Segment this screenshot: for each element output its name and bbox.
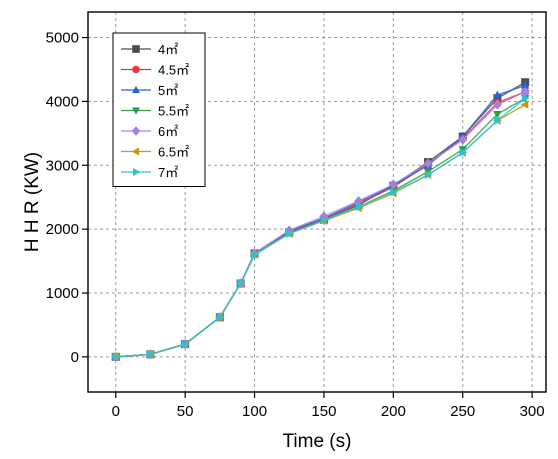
data-point bbox=[458, 146, 467, 154]
legend-marker bbox=[132, 65, 140, 74]
x-axis-title: Time (s) bbox=[283, 431, 352, 452]
legend: 4㎡ 4.5㎡ 5㎡ 5.5㎡ 6㎡ 6.5㎡ 7㎡ bbox=[112, 32, 206, 187]
y-tick-label: 0 bbox=[71, 349, 79, 366]
data-point bbox=[493, 90, 502, 99]
data-point bbox=[458, 134, 468, 145]
legend-marker bbox=[132, 45, 140, 53]
x-tick-label: 150 bbox=[311, 403, 336, 420]
data-point bbox=[251, 250, 259, 259]
x-tick-label: 200 bbox=[381, 403, 406, 420]
x-tick-label: 300 bbox=[520, 403, 545, 420]
y-tick-label: 1000 bbox=[46, 285, 79, 302]
legend-marker bbox=[132, 168, 141, 176]
data-point bbox=[388, 179, 398, 190]
data-point bbox=[424, 170, 433, 180]
legend-marker bbox=[132, 107, 140, 115]
data-point bbox=[284, 225, 294, 236]
data-point bbox=[520, 86, 530, 97]
y-tick-label: 4000 bbox=[46, 93, 79, 110]
plot-frame bbox=[87, 11, 547, 393]
y-tick-label: 3000 bbox=[46, 157, 79, 174]
data-point bbox=[112, 352, 121, 362]
data-point bbox=[216, 313, 225, 322]
data-point bbox=[494, 116, 502, 125]
legend-marker bbox=[131, 126, 141, 136]
x-tick-label: 100 bbox=[242, 403, 267, 420]
data-point bbox=[237, 279, 246, 288]
series-6 bbox=[112, 94, 530, 362]
legend-label: 7㎡ bbox=[158, 165, 178, 180]
data-point bbox=[493, 110, 502, 119]
data-point bbox=[520, 100, 529, 109]
grid-layer bbox=[88, 12, 546, 392]
legend-label: 6㎡ bbox=[158, 124, 178, 139]
legend-box bbox=[112, 32, 206, 187]
legend-label: 5.5㎡ bbox=[158, 104, 189, 119]
x-tick-label: 50 bbox=[177, 403, 194, 420]
data-point bbox=[320, 216, 329, 225]
legend-marker bbox=[131, 147, 140, 156]
x-tick-label: 0 bbox=[112, 403, 120, 420]
data-point bbox=[520, 81, 530, 89]
data-point bbox=[319, 211, 329, 222]
data-point bbox=[286, 229, 294, 238]
data-point bbox=[355, 202, 364, 211]
data-point bbox=[521, 94, 530, 103]
legend-label: 5㎡ bbox=[158, 83, 178, 98]
data-point bbox=[493, 99, 502, 110]
data-point bbox=[147, 350, 155, 359]
legend-label: 6.5㎡ bbox=[158, 145, 189, 160]
legend-label: 4㎡ bbox=[158, 42, 178, 57]
x-tick-label: 250 bbox=[450, 403, 475, 420]
legend-marker bbox=[132, 85, 140, 94]
y-tick-label: 5000 bbox=[46, 30, 79, 47]
data-point bbox=[181, 339, 190, 349]
data-point bbox=[423, 168, 433, 177]
data-point bbox=[459, 148, 468, 157]
data-point bbox=[423, 158, 433, 169]
y-tick-label: 2000 bbox=[46, 221, 79, 238]
series-line bbox=[115, 97, 526, 358]
data-point bbox=[390, 187, 398, 197]
y-axis-title: H H R (KW) bbox=[22, 152, 43, 252]
data-layer bbox=[111, 78, 530, 362]
legend-label: 4.5㎡ bbox=[158, 63, 189, 78]
